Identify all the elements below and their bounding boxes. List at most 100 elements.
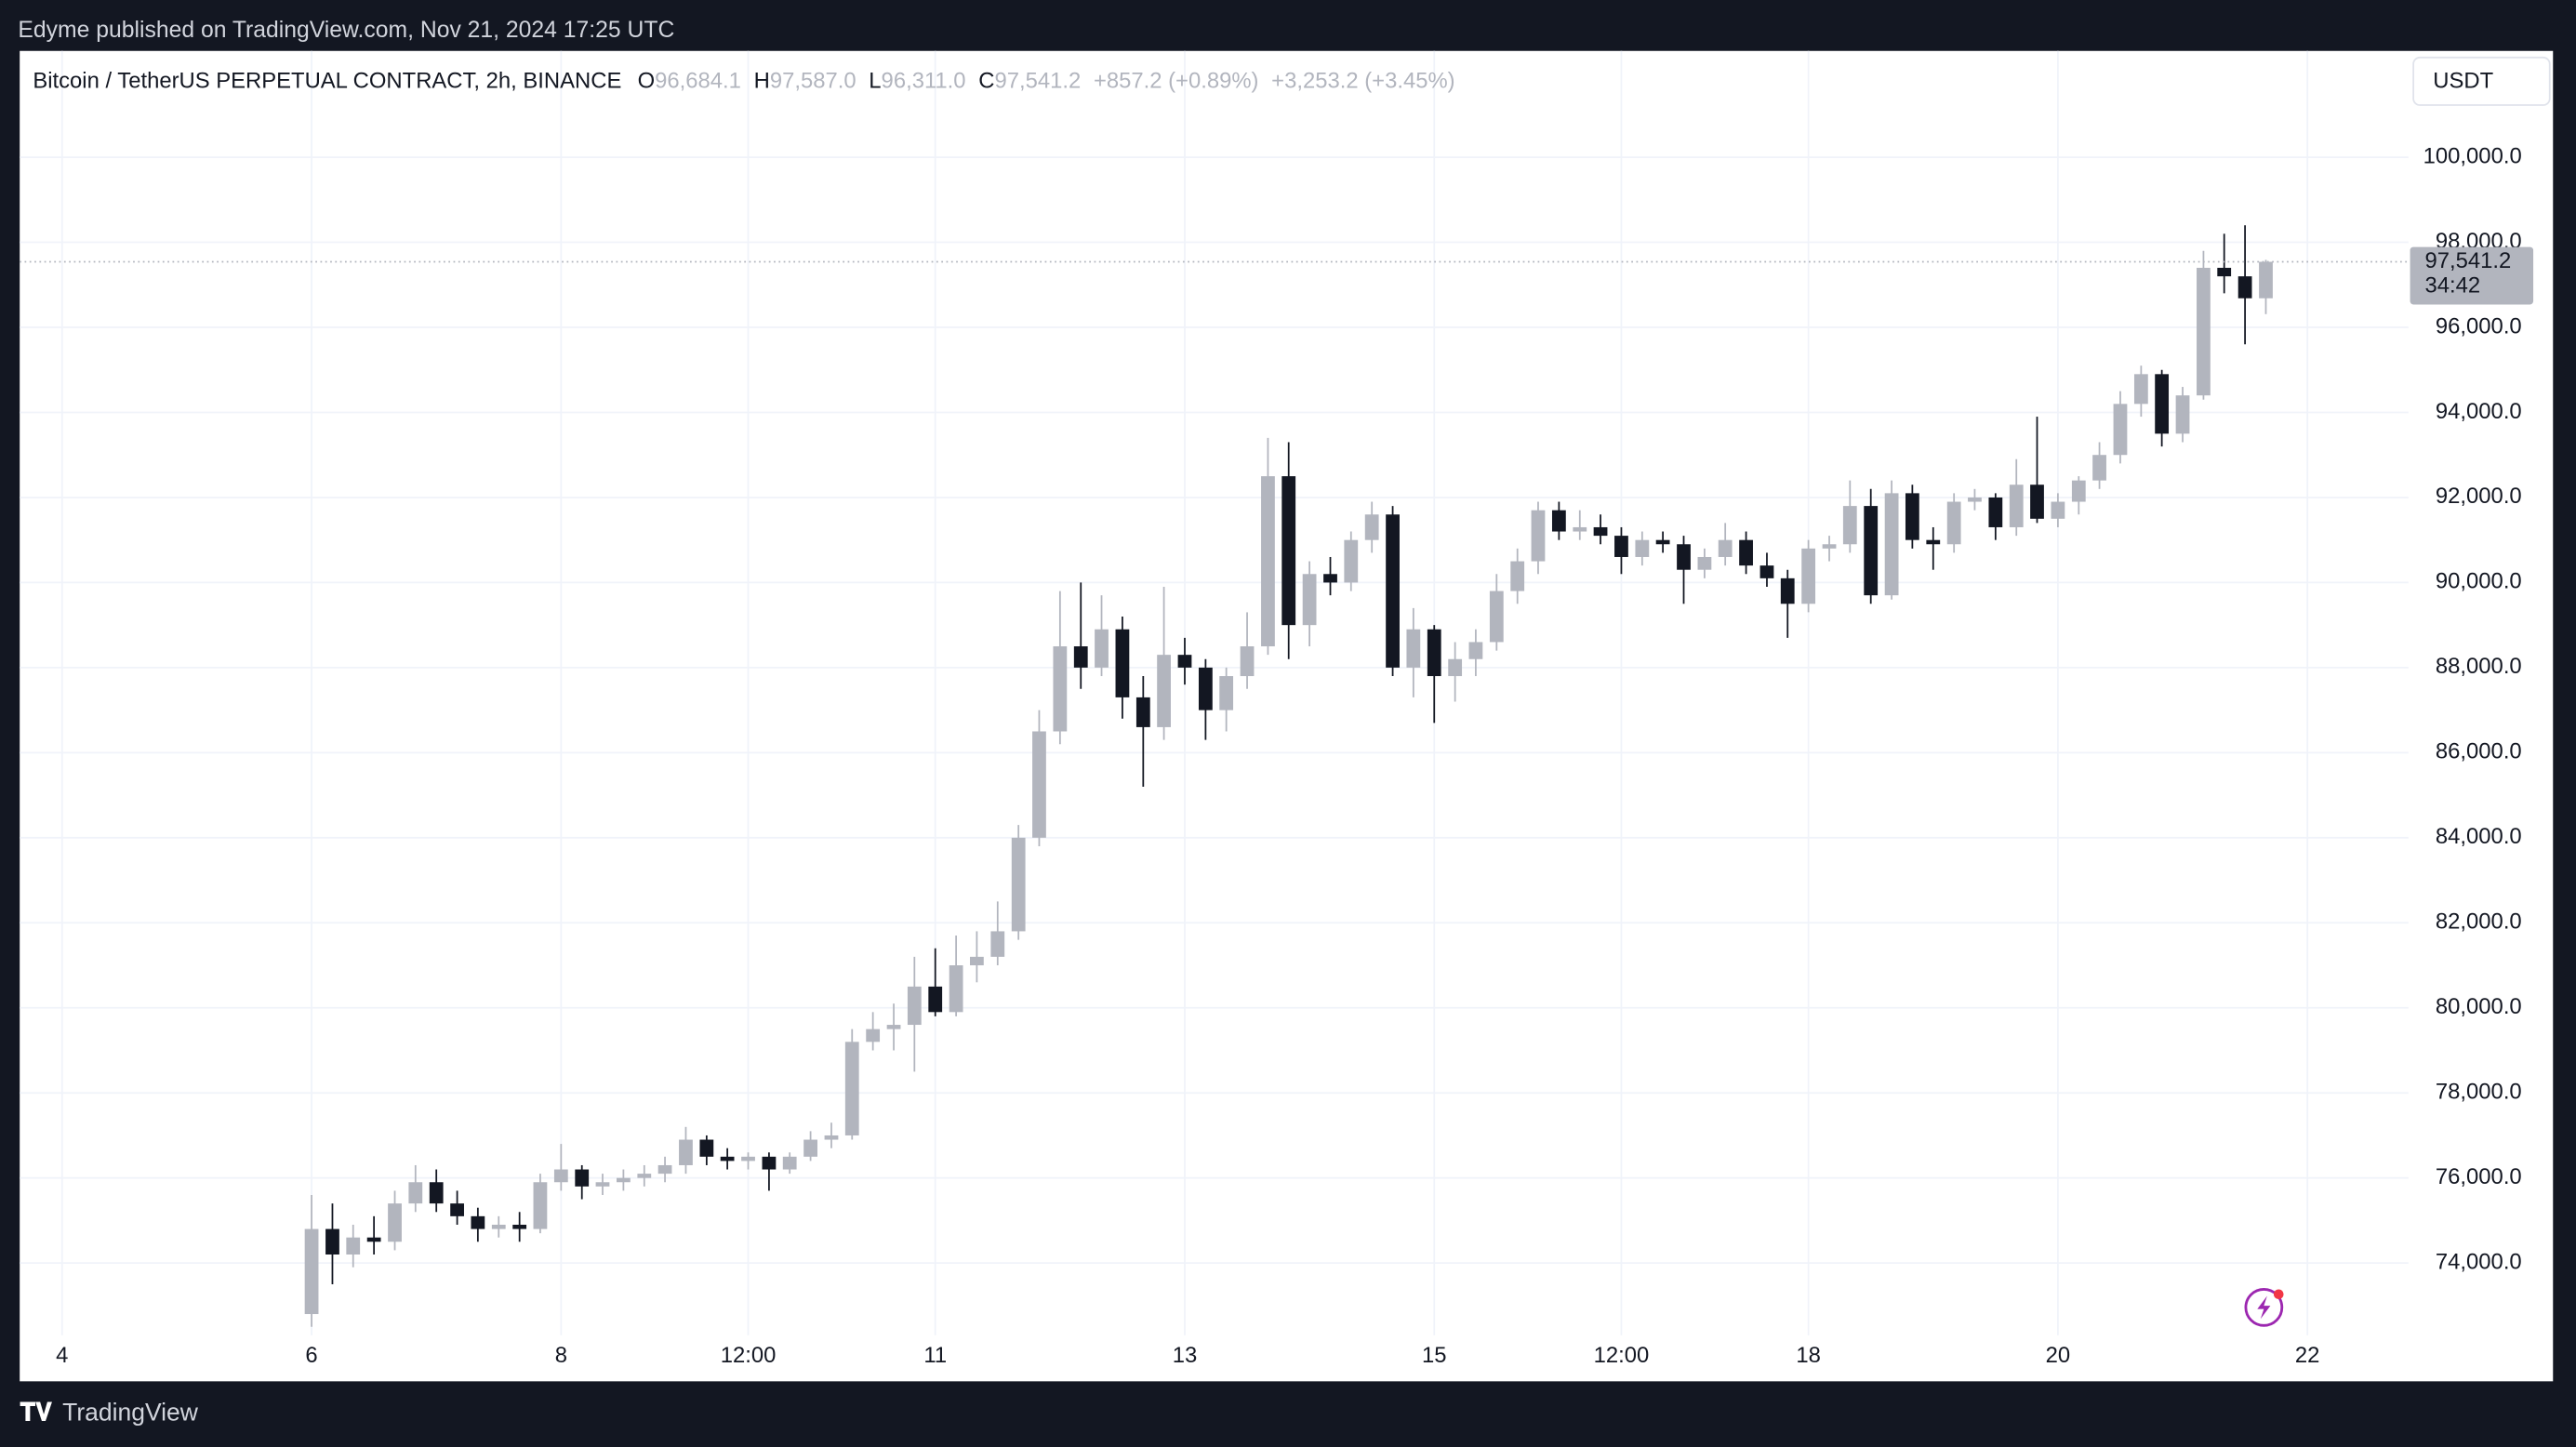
candle-body (1323, 574, 1337, 583)
change-session: +3,253.2 (+3.45%) (1271, 69, 1454, 94)
x-tick-label: 11 (923, 1343, 947, 1368)
candle-body (2092, 455, 2106, 481)
candle-body (1510, 561, 1525, 591)
candle-body (1344, 539, 1359, 583)
candle-body (1739, 539, 1753, 566)
low-label: L (869, 69, 881, 94)
candle-body (1032, 731, 1046, 838)
lightning-icon[interactable] (2244, 1288, 2284, 1327)
candle-body (907, 986, 922, 1026)
candle-body (1281, 476, 1296, 626)
last-price-box (2410, 246, 2534, 305)
currency-button[interactable] (2412, 56, 2551, 106)
candle-body (741, 1156, 755, 1162)
candle-body (1261, 476, 1275, 647)
y-tick-label: 90,000.0 (2436, 569, 2522, 594)
y-tick-label: 78,000.0 (2436, 1080, 2522, 1105)
candle-body (928, 986, 943, 1013)
open-label: O (638, 69, 656, 94)
candle-body (366, 1237, 381, 1242)
candle-body (1157, 655, 1171, 727)
candle-body (1240, 646, 1255, 677)
candle-body (491, 1224, 506, 1229)
chart-panel (20, 50, 2554, 1382)
candle-body (762, 1156, 777, 1170)
candle-body (1884, 493, 1899, 596)
candle-body (2259, 261, 2273, 299)
candle-body (657, 1164, 672, 1175)
candle-body (1968, 497, 1982, 502)
candle-body (1448, 658, 1463, 677)
candle-body (824, 1135, 839, 1140)
candle-body (1095, 629, 1109, 668)
candle-body (1177, 655, 1192, 668)
candle-body (2071, 480, 2086, 502)
candle-body (679, 1139, 693, 1165)
y-tick-label: 80,000.0 (2436, 994, 2522, 1019)
y-tick-label: 96,000.0 (2436, 313, 2522, 339)
candle-body (595, 1182, 610, 1187)
candle-body (1988, 497, 2003, 527)
candle-body (1635, 539, 1650, 557)
candle-body (1759, 565, 1774, 578)
candle-body (1115, 629, 1130, 697)
candle-body (1593, 526, 1608, 537)
candle-body (803, 1139, 817, 1157)
x-tick-label: 12:00 (721, 1343, 777, 1368)
y-tick-label: 74,000.0 (2436, 1249, 2522, 1274)
grid (20, 50, 2409, 1335)
candle-body (304, 1228, 319, 1315)
legend: Bitcoin / TetherUS PERPETUAL CONTRACT, 2… (33, 69, 1454, 94)
candle-body (471, 1215, 485, 1229)
candle-body (1677, 544, 1691, 570)
x-tick-label: 8 (555, 1343, 567, 1368)
candle-body (1427, 629, 1441, 677)
candle-body (1822, 544, 1837, 549)
last-price-label: 97,541.2 (2424, 248, 2511, 273)
candle-body (1386, 514, 1400, 668)
candle-body (346, 1237, 361, 1255)
y-tick-label: 76,000.0 (2436, 1164, 2522, 1189)
candle-body (2133, 374, 2148, 405)
footer-brand: TradingView (62, 1399, 199, 1427)
candle-body (1198, 667, 1213, 710)
candle-body (533, 1182, 548, 1229)
candle-body (1718, 539, 1733, 557)
y-tick-label: 82,000.0 (2436, 909, 2522, 935)
candle-body (1946, 501, 1961, 545)
candle-body (1219, 676, 1234, 710)
plot (304, 225, 2273, 1327)
candle-body (1011, 837, 1026, 932)
candle-body (325, 1228, 339, 1255)
candle-body (782, 1156, 797, 1170)
open-value: 96,684.1 (655, 69, 741, 94)
candle-body (408, 1182, 423, 1204)
candle-body (1468, 642, 1483, 659)
currency[interactable]: USDT (2433, 69, 2493, 94)
candle-body (1780, 577, 1795, 604)
candle-body (1053, 646, 1068, 732)
candle-body (844, 1042, 859, 1135)
candle-body (512, 1224, 527, 1229)
brand-logo: ⁠𝐓𝐕 (20, 1399, 52, 1427)
candle-body (2030, 485, 2044, 519)
candle-body (1302, 574, 1317, 626)
y-tick-label: 88,000.0 (2436, 654, 2522, 679)
candle-body (1573, 526, 1587, 532)
y-tick-label: 84,000.0 (2436, 824, 2522, 849)
candle-body (1531, 510, 1546, 562)
candle-body (1364, 514, 1379, 540)
x-tick-label: 13 (1173, 1343, 1198, 1368)
candle-body (1073, 646, 1088, 668)
candle-body (617, 1177, 631, 1183)
y-tick-label: 100,000.0 (2423, 143, 2522, 168)
high-value: 97,587.0 (770, 69, 856, 94)
change: +857.2 (+0.89%) (1094, 69, 1259, 94)
candle-body (1489, 591, 1504, 643)
candle-body (2009, 485, 2024, 527)
x-tick-label: 20 (2046, 1343, 2071, 1368)
candle-body (553, 1169, 568, 1183)
candle-body (949, 965, 963, 1013)
